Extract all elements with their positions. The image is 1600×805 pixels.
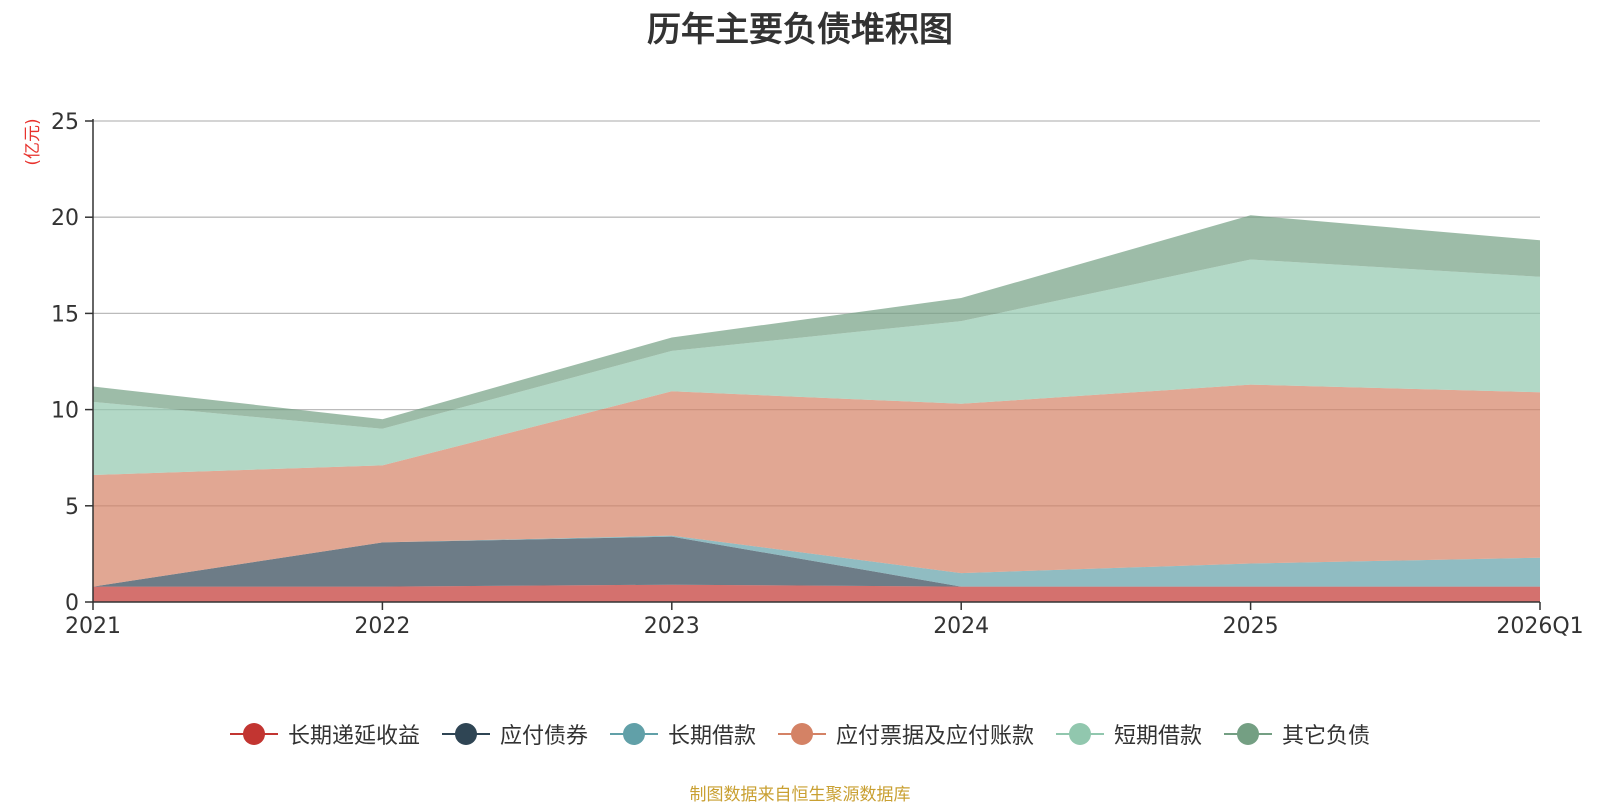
area-series-短期借款 (93, 259, 1540, 475)
legend-marker-icon (609, 721, 658, 747)
legend-item[interactable]: 短期借款 (1056, 718, 1202, 750)
y-tick-label: 15 (51, 302, 79, 327)
legend-label: 短期借款 (1114, 724, 1203, 749)
legend-item[interactable]: 应付债券 (441, 718, 588, 750)
area-series-应付票据及应付账款 (93, 384, 1540, 587)
legend-item[interactable]: 长期递延收益 (229, 718, 420, 750)
x-tick-label: 2024 (933, 614, 989, 639)
chart-title: 历年主要负债堆积图 (647, 10, 953, 50)
legend-marker-icon (229, 721, 278, 747)
area-series (93, 215, 1540, 602)
legend-marker-icon (778, 721, 826, 747)
legend-label: 应付债券 (499, 724, 588, 749)
legend-label: 长期借款 (667, 724, 756, 749)
legend: 长期递延收益 应付债券 长期借款 应付票据及应付账款 短期借款 其它负债 (0, 718, 1600, 750)
legend-label: 其它负债 (1282, 724, 1371, 749)
y-axis-label: (亿元) (23, 118, 43, 165)
y-tick-label: 20 (51, 206, 79, 231)
x-tick-label: 2021 (65, 614, 121, 639)
x-tick-label: 2022 (354, 614, 410, 639)
legend-label: 长期递延收益 (287, 724, 420, 749)
area-series-长期借款 (93, 535, 1540, 587)
area-series-其它负债 (93, 215, 1540, 429)
legend-item[interactable]: 其它负债 (1224, 718, 1370, 750)
y-tick-label: 25 (51, 110, 79, 135)
legend-item[interactable]: 应付票据及应付账款 (778, 718, 1034, 750)
legend-marker-icon (1056, 721, 1105, 747)
x-tick-label: 2025 (1223, 614, 1279, 639)
area-series-长期递延收益 (93, 584, 1540, 602)
y-tick-label: 5 (65, 495, 79, 520)
legend-item[interactable]: 长期借款 (609, 718, 756, 750)
legend-label: 应付票据及应付账款 (836, 724, 1035, 749)
legend-marker-icon (441, 721, 490, 747)
y-tick-label: 0 (65, 591, 79, 616)
x-tick-label: 2023 (644, 614, 700, 639)
legend-marker-icon (1224, 721, 1273, 747)
y-tick-label: 10 (51, 399, 79, 424)
source-note: 制图数据来自恒生聚源数据库 (689, 785, 911, 805)
x-tick-label: 2026Q1 (1496, 614, 1583, 639)
